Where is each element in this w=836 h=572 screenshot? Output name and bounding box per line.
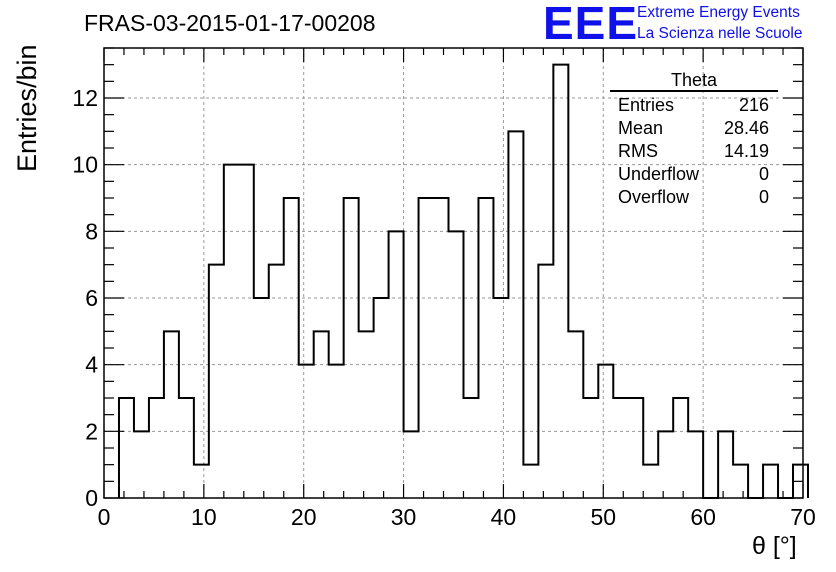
histogram-bin xyxy=(583,398,598,498)
histogram-bin xyxy=(164,331,179,498)
histogram-bin xyxy=(254,298,269,498)
stats-row-overflow: Overflow 0 xyxy=(610,186,778,209)
grid xyxy=(104,48,803,498)
stats-value: 216 xyxy=(738,95,769,115)
stats-row-rms: RMS 14.19 xyxy=(610,140,778,163)
histogram-bin xyxy=(284,198,299,498)
stats-value: 14.19 xyxy=(723,141,769,161)
histogram-bin xyxy=(449,231,464,498)
x-tick-label: 30 xyxy=(391,504,417,530)
stats-label: Entries xyxy=(618,95,675,115)
y-tick-label: 2 xyxy=(85,418,98,444)
histogram-bin xyxy=(404,431,419,498)
chart-title: FRAS-03-2015-01-17-00208 xyxy=(84,10,376,36)
histogram-bin xyxy=(134,431,149,498)
x-tick-label: 40 xyxy=(491,504,517,530)
x-axis-label: θ [°] xyxy=(752,532,797,560)
histogram-bin xyxy=(119,398,134,498)
stats-label: RMS xyxy=(618,141,658,161)
stats-row-underflow: Underflow 0 xyxy=(610,163,778,186)
stats-row-mean: Mean 28.46 xyxy=(610,117,778,140)
y-tick-label: 6 xyxy=(85,285,98,311)
x-tick-label: 70 xyxy=(790,504,816,530)
histogram-bin xyxy=(329,365,344,498)
histogram-bin xyxy=(314,331,329,498)
histogram-outline xyxy=(117,63,809,499)
histogram-bin xyxy=(463,398,478,498)
eee-logo: EEE xyxy=(543,0,639,49)
histogram-bin xyxy=(568,331,583,498)
histogram-bin xyxy=(523,465,538,498)
histogram-bin xyxy=(299,365,314,498)
y-tick-label: 12 xyxy=(72,85,98,111)
histogram-bin xyxy=(374,298,389,498)
histogram-bin xyxy=(149,398,164,498)
histogram-bin xyxy=(508,131,523,498)
histogram-bin xyxy=(209,265,224,498)
stats-title: Theta xyxy=(610,70,778,92)
x-tick-label: 0 xyxy=(98,504,111,530)
y-axis-label: Entries/bin xyxy=(12,44,42,172)
logo-line-1: Extreme Energy Events xyxy=(637,4,800,21)
histogram-bin xyxy=(179,398,194,498)
y-tick-label: 0 xyxy=(85,485,98,511)
stats-box: Theta Entries 216 Mean 28.46 RMS 14.19 U… xyxy=(610,70,778,209)
stats-label: Overflow xyxy=(618,187,690,207)
x-tick-label: 50 xyxy=(590,504,616,530)
histogram-bin xyxy=(538,265,553,498)
axes xyxy=(103,47,804,499)
histogram-bin xyxy=(478,198,493,498)
histogram-bars xyxy=(117,63,809,499)
histogram-bin xyxy=(733,465,748,498)
tick-labels: 0 10 20 30 40 50 60 70 0 2 4 6 8 10 12 xyxy=(72,85,815,530)
histogram-bin xyxy=(419,198,434,498)
histogram-bin xyxy=(493,298,508,498)
histogram-bin xyxy=(718,431,733,498)
x-tick-label: 10 xyxy=(191,504,217,530)
histogram-bin xyxy=(763,465,778,498)
histogram-bin xyxy=(658,431,673,498)
y-tick-label: 10 xyxy=(72,152,98,178)
y-tick-label: 8 xyxy=(85,218,98,244)
histogram-bin xyxy=(613,398,628,498)
histogram-bin xyxy=(434,198,449,498)
stats-row-entries: Entries 216 xyxy=(610,94,778,117)
stats-label: Underflow xyxy=(618,164,700,184)
x-tick-label: 60 xyxy=(690,504,716,530)
histogram-bin xyxy=(673,398,688,498)
histogram-bin xyxy=(239,165,254,498)
histogram-bin xyxy=(628,398,643,498)
logo-line-2: La Scienza nelle Scuole xyxy=(637,25,803,42)
histogram-bin xyxy=(688,431,703,498)
histogram-bin xyxy=(389,231,404,498)
plot-frame xyxy=(103,47,804,499)
histogram-bin xyxy=(643,465,658,498)
stats-value: 0 xyxy=(758,164,769,184)
stats-value: 0 xyxy=(758,187,769,207)
x-tick-label: 20 xyxy=(291,504,317,530)
histogram-bin xyxy=(269,265,284,498)
stats-label: Mean xyxy=(618,118,664,138)
histogram-bin xyxy=(598,365,613,498)
histogram-bin xyxy=(344,198,359,498)
stats-value: 28.46 xyxy=(723,118,769,138)
histogram-bin xyxy=(194,465,209,498)
histogram-bin xyxy=(224,165,239,498)
histogram-bin xyxy=(553,65,568,498)
histogram-bin xyxy=(359,331,374,498)
y-tick-label: 4 xyxy=(85,352,98,378)
